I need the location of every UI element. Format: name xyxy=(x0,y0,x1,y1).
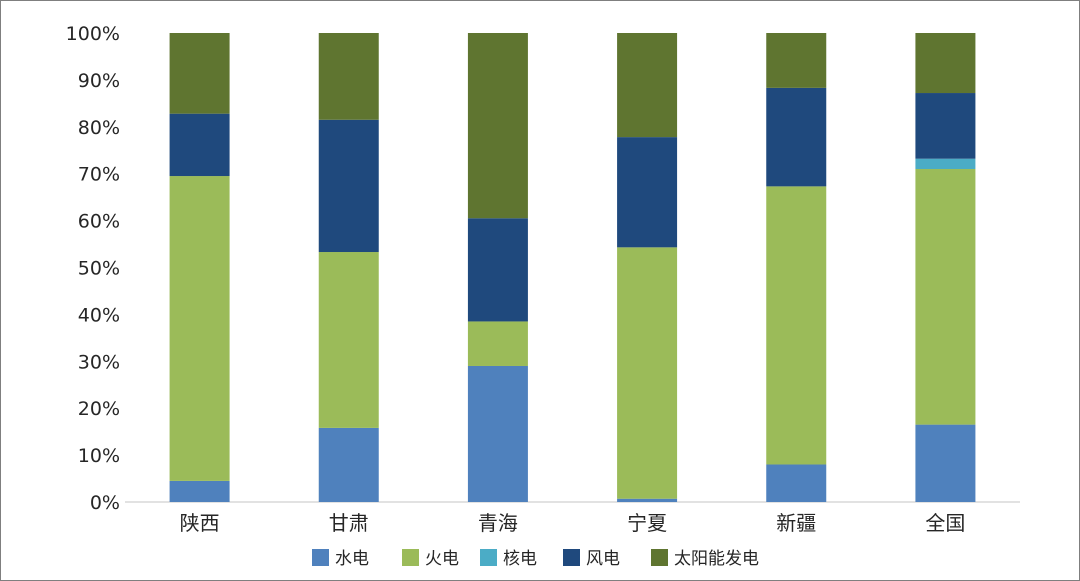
bar-segment-4-6 xyxy=(915,93,976,159)
bar-segment-1-3 xyxy=(467,365,528,502)
y-tick-label: 10% xyxy=(78,445,120,467)
legend-label: 火电 xyxy=(425,549,459,569)
legend: 水电 火电 核电 风电 太阳能发电 xyxy=(312,549,759,569)
legend-swatch xyxy=(651,549,668,566)
bar-segment-4-1 xyxy=(169,113,230,177)
bar-segment-4-2 xyxy=(318,119,379,253)
bar-segment-2-4 xyxy=(617,247,678,499)
bar-segment-2-3 xyxy=(467,321,528,366)
x-tick-label: 全国 xyxy=(925,511,965,535)
bar-segment-2-5 xyxy=(766,186,827,465)
bar-segment-1-4 xyxy=(617,498,678,502)
legend-swatch xyxy=(402,549,419,566)
legend-item: 风电 xyxy=(563,549,620,569)
x-tick-label: 陕西 xyxy=(180,511,220,535)
y-tick-label: 0% xyxy=(90,492,120,514)
bar-segment-4-4 xyxy=(617,137,678,248)
bar-segment-5-1 xyxy=(169,33,230,114)
bar-segment-2-2 xyxy=(318,252,379,428)
legend-label: 水电 xyxy=(335,549,369,569)
x-tick-label: 宁夏 xyxy=(627,511,667,535)
bar-segment-5-5 xyxy=(766,33,827,88)
y-tick-label: 30% xyxy=(78,351,120,373)
y-tick-label: 60% xyxy=(78,211,120,233)
x-tick-label: 甘肃 xyxy=(329,511,369,535)
legend-swatch xyxy=(312,549,329,566)
bar-segment-5-4 xyxy=(617,33,678,138)
legend-item: 水电 xyxy=(312,549,369,569)
y-tick-label: 90% xyxy=(78,70,120,92)
bar-segment-2-6 xyxy=(915,169,976,425)
x-tick-label: 新疆 xyxy=(776,511,816,535)
legend-item: 太阳能发电 xyxy=(651,549,759,569)
y-tick-label: 80% xyxy=(78,117,120,139)
y-tick-label: 100% xyxy=(66,23,120,45)
y-tick-label: 50% xyxy=(78,258,120,280)
bar-segment-5-2 xyxy=(318,33,379,120)
x-tick-label: 青海 xyxy=(478,511,518,535)
bar-segment-4-5 xyxy=(766,87,827,187)
bar-segment-2-1 xyxy=(169,176,230,481)
bar-segment-3-6 xyxy=(915,158,976,170)
bar-segment-1-5 xyxy=(766,464,827,502)
legend-label: 风电 xyxy=(586,549,620,569)
legend-label: 太阳能发电 xyxy=(674,549,759,569)
bar-segment-1-1 xyxy=(169,480,230,502)
legend-item: 核电 xyxy=(480,549,537,569)
y-tick-label: 40% xyxy=(78,304,120,326)
bar-segment-4-3 xyxy=(467,218,528,322)
bar-segment-1-2 xyxy=(318,427,379,502)
legend-swatch xyxy=(563,549,580,566)
y-axis-ticks: 0% 10% 20% 30% 40% 50% 60% 70% 80% 90% 100% xyxy=(66,23,120,514)
bar-segment-5-3 xyxy=(467,33,528,219)
bar-segment-1-6 xyxy=(915,424,976,502)
legend-label: 核电 xyxy=(503,549,537,569)
legend-item: 火电 xyxy=(402,549,459,569)
bar-segment-5-6 xyxy=(915,33,976,94)
y-tick-label: 20% xyxy=(78,398,120,420)
y-tick-label: 70% xyxy=(78,164,120,186)
bars xyxy=(169,33,976,502)
legend-swatch xyxy=(480,549,497,566)
x-axis-ticks: 陕西 甘肃 青海 宁夏 新疆 全国 xyxy=(180,511,966,535)
